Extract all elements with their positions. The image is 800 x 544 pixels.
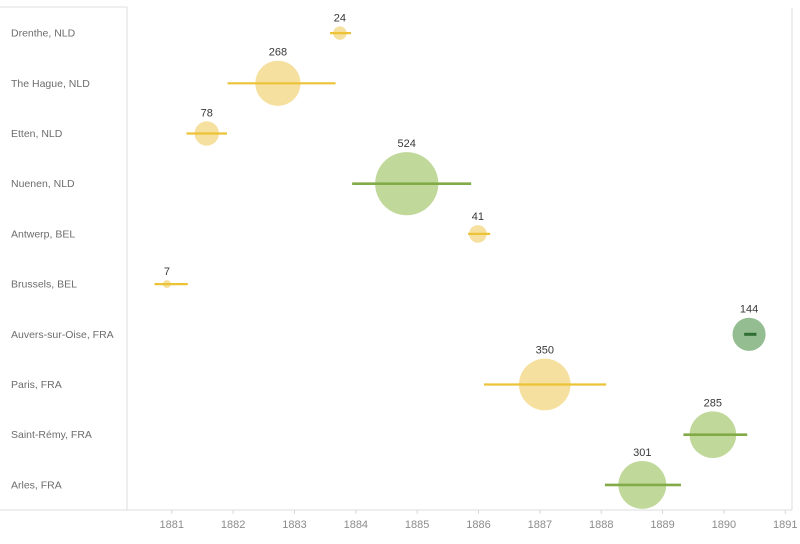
chart-row-brussels: 7 [154, 266, 188, 289]
axis-year-label: 1889 [650, 519, 674, 531]
value-label: 285 [704, 397, 722, 409]
axis-year-label: 1881 [160, 519, 184, 531]
axis-year-label: 1883 [282, 519, 306, 531]
row-label: Saint-Rémy, FRA [11, 429, 92, 441]
chart-row-arles: 301 [604, 447, 681, 509]
value-label: 301 [633, 447, 651, 459]
axis-year-label: 1887 [528, 519, 552, 531]
row-label: Etten, NLD [11, 128, 63, 140]
chart-row-antwerp: 41 [468, 211, 491, 243]
value-label: 41 [472, 211, 484, 223]
value-label: 350 [536, 345, 554, 357]
chart-row-etten: 78 [186, 107, 227, 146]
row-label: The Hague, NLD [11, 78, 90, 90]
axis-year-label: 1884 [344, 519, 368, 531]
value-label: 7 [164, 266, 170, 278]
chart-row-saint-r-my: 285 [683, 397, 748, 458]
row-label: Nuenen, NLD [11, 178, 75, 190]
value-label: 78 [201, 107, 213, 119]
row-label: Brussels, BEL [11, 279, 77, 291]
row-label: Antwerp, BEL [11, 228, 75, 240]
row-label: Arles, FRA [11, 479, 62, 491]
axis-year-label: 1890 [712, 519, 736, 531]
chart-row-the-hague: 268 [227, 47, 336, 106]
axis-year-label: 1885 [405, 519, 429, 531]
axis-year-label: 1886 [466, 519, 490, 531]
value-label: 268 [269, 47, 287, 59]
value-label: 144 [740, 304, 758, 316]
marks: 24 268 78 524 41 7 144 350 285 301 [154, 12, 766, 509]
chart-row-paris: 350 [484, 345, 607, 411]
axis-year-label: 1888 [589, 519, 613, 531]
value-label: 24 [334, 12, 346, 24]
axis-year-label: 1882 [221, 519, 245, 531]
row-labels: Drenthe, NLD The Hague, NLD Etten, NLD Nuen… [11, 28, 114, 492]
axis-year-label: 1891 [773, 519, 797, 531]
chart-row-nuenen: 524 [352, 138, 472, 216]
row-label: Paris, FRA [11, 379, 62, 391]
x-axis: 1881 1882 1883 1884 1885 1886 1887 1888 1889 1890… [160, 510, 797, 531]
chart-row-auvers-sur-oise: 144 [732, 304, 766, 351]
chart-row-drenthe: 24 [330, 12, 351, 40]
value-label: 524 [398, 138, 416, 150]
row-label: Auvers-sur-Oise, FRA [11, 329, 114, 341]
row-label: Drenthe, NLD [11, 28, 76, 40]
